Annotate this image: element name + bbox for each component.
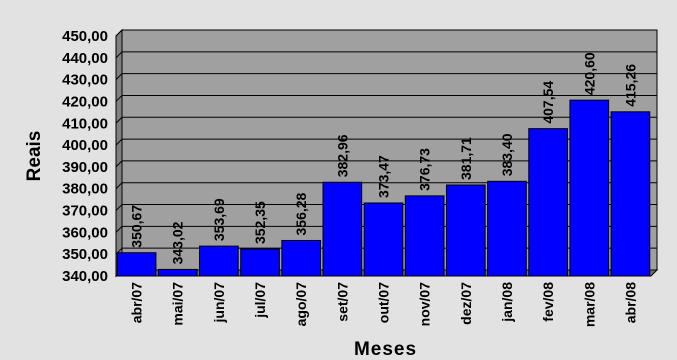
y-tick-label: 440,00	[62, 50, 108, 67]
bar	[240, 248, 280, 277]
y-tick-label: 450,00	[62, 28, 108, 45]
y-tick-label: 370,00	[62, 203, 108, 220]
gridline-diagonal	[115, 138, 123, 146]
bar	[445, 184, 486, 277]
x-tick-label: abr/08	[622, 282, 638, 323]
x-tick-label: dez/07	[458, 282, 474, 325]
y-tick-label: 400,00	[62, 137, 108, 154]
x-tick-label: set/07	[334, 282, 350, 322]
x-tick-label: jun/07	[211, 282, 227, 324]
x-tick-label: abr/07	[129, 282, 145, 323]
y-tick-label: 350,00	[62, 246, 108, 263]
bar	[322, 181, 363, 277]
gridline-diagonal	[115, 29, 123, 37]
gridline-diagonal	[115, 116, 123, 124]
gridline-diagonal	[115, 95, 123, 102]
y-tick-label: 430,00	[62, 72, 108, 89]
bar	[404, 195, 445, 277]
y-tick-label: 340,00	[62, 268, 108, 285]
y-tick-label: 410,00	[62, 115, 108, 132]
bar	[528, 128, 568, 277]
bar-value-label: 373,47	[376, 155, 392, 198]
bar	[610, 111, 651, 277]
bar	[157, 268, 198, 277]
y-tick-label: 420,00	[62, 93, 108, 110]
bar	[199, 245, 239, 277]
bar-value-label: 383,40	[499, 133, 515, 176]
bar-value-label: 381,71	[458, 137, 474, 180]
bar-value-label: 353,69	[211, 198, 227, 241]
gridline-diagonal	[115, 160, 123, 168]
y-tick-label: 380,00	[62, 181, 108, 198]
bar	[116, 252, 157, 277]
x-tick-label: nov/07	[417, 282, 433, 327]
bar-value-label: 352,35	[252, 201, 268, 244]
bar-value-label: 415,26	[622, 64, 638, 107]
y-axis-title: Reais	[24, 131, 45, 182]
x-tick-label: mai/07	[170, 282, 186, 326]
bar-value-label: 350,67	[129, 205, 145, 248]
x-tick-label: jan/08	[499, 282, 515, 323]
y-tick-label: 360,00	[62, 224, 108, 241]
bar-value-label: 407,54	[540, 81, 556, 124]
x-tick-label: jul/07	[252, 282, 268, 319]
bar	[487, 180, 527, 277]
x-tick-label: mar/08	[581, 282, 597, 327]
gridline-diagonal	[115, 204, 123, 211]
gridline-diagonal	[115, 226, 123, 233]
gridline-diagonal	[115, 182, 123, 190]
bar-value-label: 343,02	[170, 221, 186, 264]
gridline-diagonal	[115, 73, 123, 80]
bar-value-label: 382,96	[334, 134, 350, 177]
bar	[363, 202, 404, 277]
bar-value-label: 420,60	[581, 52, 597, 95]
bar	[281, 239, 322, 277]
bar-value-label: 376,73	[417, 148, 433, 191]
x-tick-label: out/07	[376, 282, 392, 323]
x-tick-label: ago/07	[293, 282, 309, 327]
x-tick-label: fev/08	[540, 282, 556, 322]
gridline-diagonal	[115, 51, 123, 59]
bar	[569, 99, 610, 277]
x-axis-title: Meses	[354, 339, 417, 360]
plot-side-wall	[115, 28, 123, 278]
bar-value-label: 356,28	[293, 192, 309, 235]
y-tick-label: 390,00	[62, 159, 108, 176]
